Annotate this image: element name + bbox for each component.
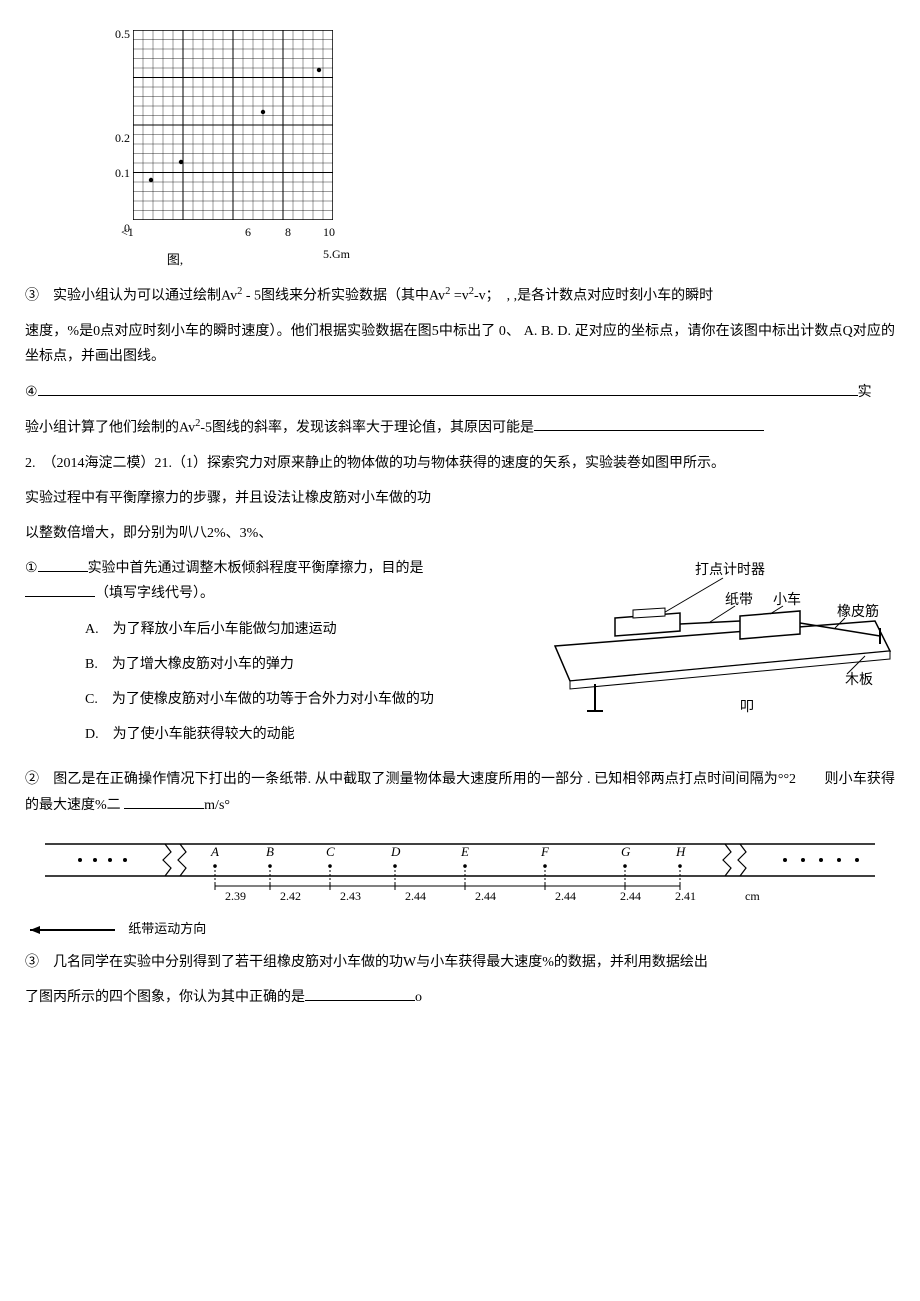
label-jia: 叩 xyxy=(740,700,754,715)
svg-text:2.44: 2.44 xyxy=(555,889,576,903)
p2-sub3a: ③ 几名同学在实验中分别得到了若干组橡皮筋对小车做的功W与小车获得最大速度%的数… xyxy=(25,950,895,975)
text: （填写字线代号）。 xyxy=(95,586,214,601)
p2-line3: 以整数倍增大，即分别为叭八2%、3%、 xyxy=(25,521,895,546)
text: ② 图乙是在正确操作情况下打出的一条纸带. 从中截取了测量物体最大速度所用的一部… xyxy=(25,772,895,812)
svg-text:2.43: 2.43 xyxy=(340,889,361,903)
text: -v； , ,是各计数点对应时刻小车的瞬时 xyxy=(474,289,713,304)
q4-line2: 验小组计算了他们绘制的Av2-5图线的斜率，发现该斜率大于理论值，其原因可能是 xyxy=(25,415,895,441)
svg-text:A: A xyxy=(210,844,219,859)
svg-text:2.44: 2.44 xyxy=(405,889,426,903)
y-tick: 0.1 xyxy=(115,163,130,185)
label-board: 木板 xyxy=(845,672,873,688)
blank[interactable] xyxy=(25,596,95,597)
text: 实 xyxy=(858,385,872,400)
blank[interactable] xyxy=(38,571,88,572)
svg-text:2.41: 2.41 xyxy=(675,889,696,903)
svg-text:B: B xyxy=(266,844,274,859)
svg-text:2.42: 2.42 xyxy=(280,889,301,903)
text: 了图丙所示的四个图象，你认为其中正确的是 xyxy=(25,990,305,1005)
svg-text:cm: cm xyxy=(745,889,760,903)
tape-svg: A B C D E F G H 2.39 2.42 2.43 2.44 2.44 2.44 2.44 2.41… xyxy=(25,836,895,906)
p2-sub3b: 了图丙所示的四个图象，你认为其中正确的是 o xyxy=(25,985,895,1010)
chart-caption: 图, xyxy=(75,248,275,271)
p2-sub2: ② 图乙是在正确操作情况下打出的一条纸带. 从中截取了测量物体最大速度所用的一部… xyxy=(25,767,895,817)
x-tick: <1 xyxy=(121,222,134,244)
q4-line1: ④实 xyxy=(25,380,895,405)
tape-caption: 纸带运动方向 xyxy=(25,917,895,940)
x-tick: 6 xyxy=(245,222,251,244)
p2-header: 2. （2014海淀二模）21.（1）探索究力对原来静止的物体做的功与物体获得的… xyxy=(25,451,895,476)
blank[interactable] xyxy=(38,395,858,396)
svg-text:F: F xyxy=(540,844,550,859)
x-tick: 8 xyxy=(285,222,291,244)
svg-text:H: H xyxy=(675,844,686,859)
label-rubber: 橡皮筋 xyxy=(837,603,879,620)
text: 验小组计算了他们绘制的Av xyxy=(25,420,195,435)
text: 实验中首先通过调整木板倾斜程度平衡摩擦力，目的是 xyxy=(88,561,424,576)
blank[interactable] xyxy=(305,1000,415,1001)
scatter-chart: 0.5 0.2 0.1 0 <1 6 8 10 5.Gm xyxy=(55,20,355,250)
text: ③ 实验小组认为可以通过绘制Av xyxy=(25,289,237,304)
p2-line2: 实验过程中有平衡摩擦力的步骤，并且设法让橡皮筋对小车做的功 xyxy=(25,486,895,511)
apparatus-figure: 打点计时器 纸带 小车 橡皮筋 木板 叩 xyxy=(545,556,895,735)
label-tape: 纸带 xyxy=(725,592,753,608)
svg-text:E: E xyxy=(460,844,469,859)
x-tick: 10 5.Gm xyxy=(323,222,355,265)
text: ④ xyxy=(25,385,38,400)
tape-figure: A B C D E F G H 2.39 2.42 2.43 2.44 2.44 2.44 2.44 2.41… xyxy=(25,836,895,941)
q3-line2: 速度，%是0点对应时刻小车的瞬时速度）。他们根据实验数据在图5中标出了 0、 A… xyxy=(25,319,895,369)
blank[interactable] xyxy=(534,430,764,431)
y-tick: 0.2 xyxy=(115,128,130,150)
svg-text:C: C xyxy=(326,844,335,859)
y-tick: 0.5 xyxy=(115,24,130,46)
svg-text:G: G xyxy=(621,844,631,859)
svg-text:2.44: 2.44 xyxy=(475,889,496,903)
text: o xyxy=(415,990,422,1005)
text: m/s° xyxy=(204,798,230,813)
text: 纸带运动方向 xyxy=(128,921,206,936)
text: -5图线的斜率，发现该斜率大于理论值，其原因可能是 xyxy=(200,420,534,435)
blank[interactable] xyxy=(124,808,204,809)
q3-line1: ③ 实验小组认为可以通过绘制Av2 - 5图线来分析实验数据（其中Av2 =v2… xyxy=(25,283,895,309)
text: ① xyxy=(25,561,38,576)
svg-text:D: D xyxy=(390,844,401,859)
text: =v xyxy=(450,289,468,304)
label-timer: 打点计时器 xyxy=(695,561,765,578)
grid-svg xyxy=(133,30,333,220)
text: - 5图线来分析实验数据（其中Av xyxy=(242,289,445,304)
svg-text:2.39: 2.39 xyxy=(225,889,246,903)
svg-text:2.44: 2.44 xyxy=(620,889,641,903)
label-car: 小车 xyxy=(773,591,801,608)
